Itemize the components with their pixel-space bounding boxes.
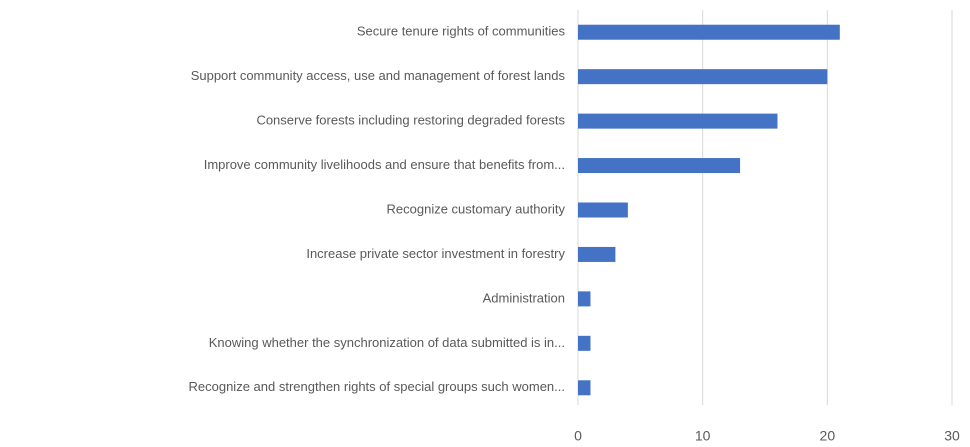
y-tick-label: Recognize customary authority (387, 201, 566, 216)
bar (578, 335, 591, 351)
bar (578, 380, 591, 396)
y-tick-label: Increase private sector investment in fo… (306, 246, 565, 261)
y-tick-label: Knowing whether the synchronization of d… (209, 335, 565, 350)
bar (578, 24, 840, 40)
y-tick-label: Recognize and strengthen rights of speci… (189, 379, 566, 394)
bar (578, 158, 741, 174)
x-tick-label: 30 (944, 428, 960, 444)
y-tick-label: Conserve forests including restoring deg… (256, 113, 565, 128)
bar (578, 202, 628, 218)
bar (578, 69, 828, 85)
x-tick-label: 0 (574, 428, 582, 444)
bar (578, 246, 616, 262)
y-tick-label: Support community access, use and manage… (191, 68, 566, 83)
bar (578, 113, 778, 129)
y-tick-label: Administration (483, 290, 565, 305)
y-tick-label: Secure tenure rights of communities (357, 24, 566, 39)
bar (578, 291, 591, 307)
x-tick-label: 20 (820, 428, 836, 444)
x-tick-label: 10 (695, 428, 711, 444)
y-tick-label: Improve community livelihoods and ensure… (204, 157, 565, 172)
